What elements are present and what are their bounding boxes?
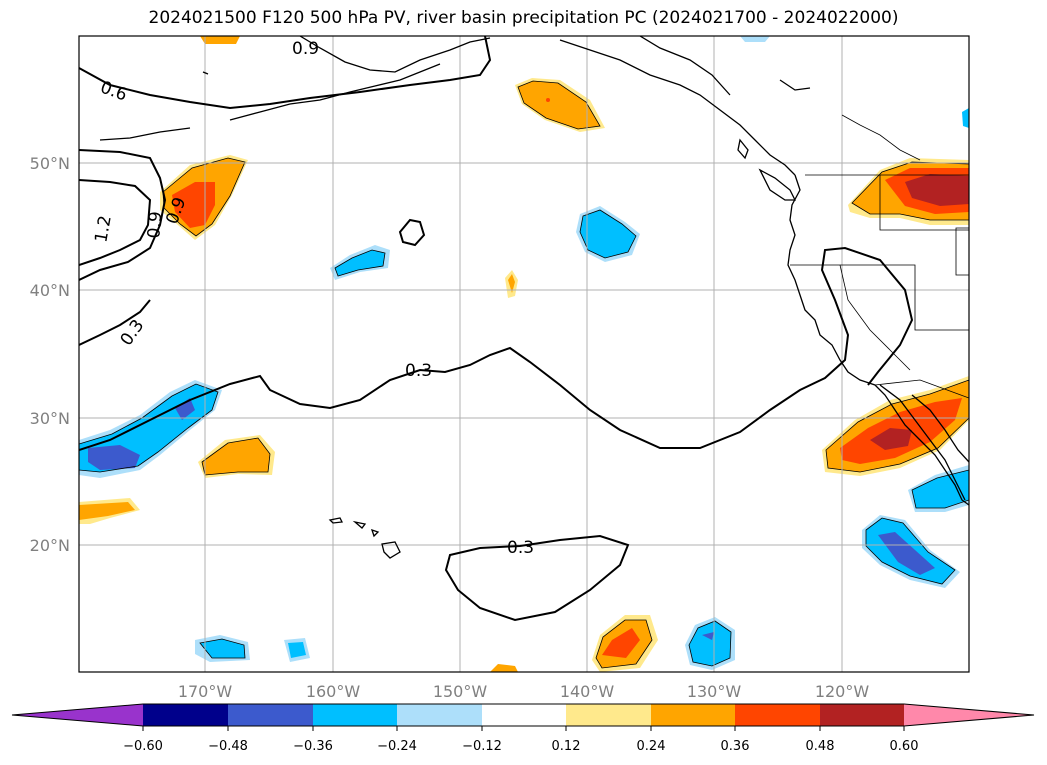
colorbar-tick-label: −0.12: [462, 739, 502, 754]
latitude-label: 50°N: [30, 154, 70, 173]
colorbar-segment: [143, 704, 228, 726]
contour-label: 1.2: [91, 214, 115, 244]
gridlines: [79, 36, 969, 672]
longitude-label: 120°W: [815, 682, 870, 701]
contour-label: 0.9: [292, 39, 319, 59]
contour-label: 0.3: [507, 538, 534, 558]
colorbar-extend-right: [904, 704, 1034, 726]
map-frame: [78, 35, 970, 673]
latitude-label: 30°N: [30, 409, 70, 428]
colorbar-segment: [397, 704, 482, 726]
coastlines: [99, 36, 969, 559]
latitude-axis: 50°N 40°N 30°N 20°N: [30, 154, 70, 555]
colorbar-segment: [735, 704, 820, 726]
colorbar-segment: [228, 704, 313, 726]
colorbar: −0.60 −0.48 −0.36 −0.24 −0.12 0.12 0.24 …: [11, 703, 1035, 754]
colorbar-tick-marks: [142, 726, 905, 731]
colorbar-tick-label: −0.60: [123, 739, 163, 754]
longitude-label: 150°W: [433, 682, 488, 701]
longitude-label: 170°W: [178, 682, 233, 701]
colorbar-segment: [566, 704, 651, 726]
colorbar-segment: [482, 704, 566, 726]
longitude-label: 140°W: [560, 682, 615, 701]
map-title: 2024021500 F120 500 hPa PV, river basin …: [148, 8, 899, 28]
colorbar-tick-label: −0.48: [208, 739, 248, 754]
colorbar-extend-left: [12, 704, 143, 726]
map-plot-area: [79, 36, 969, 672]
contour-label: 0.9: [144, 211, 166, 240]
colorbar-segment: [313, 704, 397, 726]
longitude-label: 160°W: [306, 682, 361, 701]
colorbar-tick-label: −0.36: [293, 739, 333, 754]
latitude-label: 40°N: [30, 281, 70, 300]
longitude-axis: 170°W 160°W 150°W 140°W 130°W 120°W: [178, 682, 870, 701]
colorbar-tick-label: 0.60: [890, 739, 919, 754]
longitude-label: 130°W: [687, 682, 742, 701]
latitude-label: 20°N: [30, 536, 70, 555]
colorbar-segment: [820, 704, 904, 726]
colorbar-tick-label: 0.24: [637, 739, 666, 754]
borders: [790, 114, 969, 399]
colorbar-tick-label: 0.36: [721, 739, 750, 754]
colorbar-tick-label: 0.48: [806, 739, 835, 754]
colorbar-tick-label: 0.12: [552, 739, 581, 754]
colorbar-segment: [651, 704, 735, 726]
pv-contours: [79, 36, 914, 622]
precipitation-shading: [79, 36, 969, 672]
contour-label: 0.3: [405, 361, 432, 381]
colorbar-tick-label: −0.24: [377, 739, 417, 754]
